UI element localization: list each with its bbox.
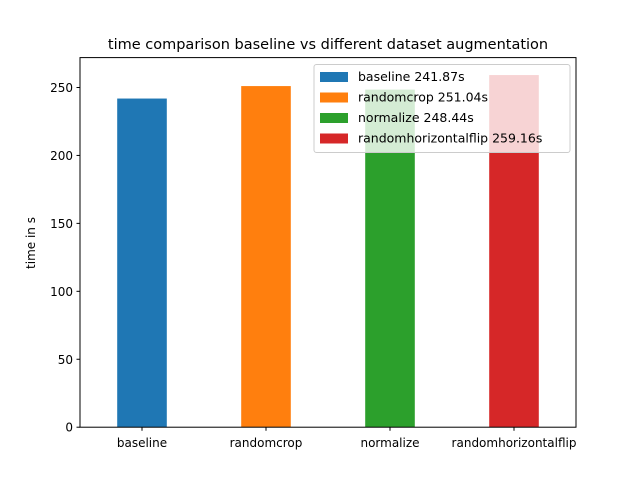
x-tick-label: normalize (360, 436, 419, 450)
bar-randomcrop (241, 86, 291, 428)
legend-swatch (320, 92, 348, 103)
legend-box (313, 64, 571, 153)
legend-swatch (320, 72, 348, 82)
legend-label: normalize 248.44s (358, 110, 474, 125)
x-ticks-group: baseline randomcrop normalize randomhorizon… (117, 427, 577, 450)
x-tick-label: randomhorizontalflip (452, 436, 577, 450)
y-tick-label: 100 (50, 285, 73, 299)
legend-swatch (320, 133, 348, 144)
y-tick-label: 50 (58, 353, 73, 367)
legend-label: baseline 241.87s (358, 69, 465, 84)
bar-baseline (117, 98, 167, 428)
chart-title: time comparison baseline vs different da… (108, 37, 548, 53)
y-ticks-group: 0 50 100 150 200 250 (50, 81, 80, 435)
x-tick-label: randomcrop (230, 436, 303, 450)
y-tick-label: 0 (65, 421, 73, 435)
x-tick-label: baseline (117, 436, 167, 450)
y-tick-label: 250 (50, 81, 73, 95)
legend-swatch (320, 113, 348, 123)
legend-label: randomcrop 251.04s (358, 90, 488, 105)
plot-frame (79, 57, 577, 428)
y-tick-label: 150 (50, 217, 73, 231)
legend-label: randomhorizontalflip 259.16s (358, 131, 542, 146)
y-axis-label: time in s (24, 217, 38, 269)
legend: baseline 241.87s randomcrop 251.04s normal… (313, 64, 571, 153)
y-tick-label: 200 (50, 149, 73, 163)
